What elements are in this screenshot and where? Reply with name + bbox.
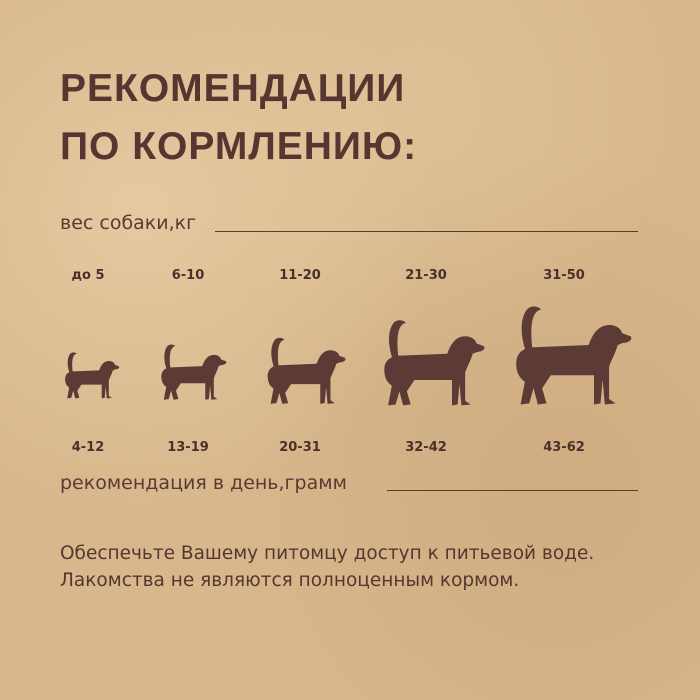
daily-grams-5: 43-62 (543, 440, 585, 455)
weight-range-1: до 5 (71, 268, 105, 283)
weight-range-4: 21-30 (405, 268, 447, 283)
title-line-2: ПО КОРМЛЕНИЮ: (60, 125, 418, 168)
dog-silhouette-icon (367, 318, 490, 412)
dog-silhouette-icon (254, 336, 350, 409)
dog-silhouette-icon (56, 351, 122, 402)
dog-silhouette-icon (495, 304, 639, 412)
weight-range-2: 6-10 (171, 268, 205, 283)
daily-grams-3: 20-31 (279, 440, 321, 455)
weight-range-5: 31-50 (543, 268, 585, 283)
daily-label: рекомендация в день,грамм (60, 472, 347, 494)
daily-grams-1: 4-12 (71, 440, 105, 455)
note-line-2: Лакомства не являются полноценным кормом… (60, 570, 520, 591)
weight-range-3: 11-20 (279, 268, 321, 283)
daily-grams-2: 13-19 (167, 440, 209, 455)
page-title: РЕКОМЕНДАЦИИ ПО КОРМЛЕНИЮ: (60, 60, 417, 176)
weight-label: вес собаки,кг (60, 212, 197, 234)
note-line-1: Обеспечьте Вашему питомцу доступ к питье… (60, 543, 595, 564)
daily-divider (387, 490, 638, 491)
title-line-1: РЕКОМЕНДАЦИИ (60, 67, 406, 110)
weight-divider (215, 231, 638, 232)
dog-silhouette-icon (150, 343, 230, 404)
feeding-note: Обеспечьте Вашему питомцу доступ к питье… (60, 540, 594, 594)
daily-grams-4: 32-42 (405, 440, 447, 455)
